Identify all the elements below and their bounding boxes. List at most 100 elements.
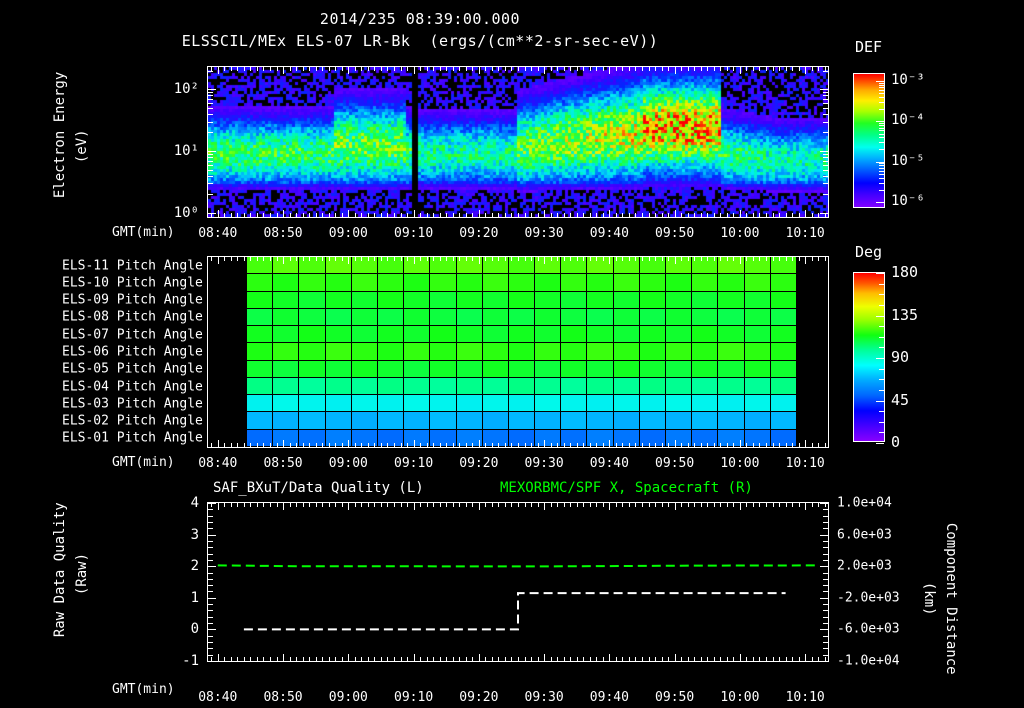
axis-tick [230, 257, 232, 261]
pitch-angle-cell [456, 343, 483, 361]
electron-energy-axis-unit: (eV) [58, 129, 90, 180]
pitch-angle-row-label: ELS-02 Pitch Angle [62, 413, 203, 429]
x-tick-label: 09:40 [589, 690, 629, 705]
colorbar-tick [879, 177, 884, 179]
pitch-angle-grid [247, 257, 797, 447]
colorbar-tick-label: 10⁻⁶ [891, 192, 925, 209]
pitch-angle-cell [718, 308, 745, 327]
pitch-angle-cell [561, 377, 588, 396]
pitch-angle-cell [404, 343, 431, 361]
colorbar-tick [879, 421, 884, 423]
pitch-angle-cell [508, 274, 536, 292]
pitch-angle-cell [377, 395, 405, 413]
colorbar-tick [879, 97, 884, 99]
x-tick-label: 10:10 [785, 690, 825, 705]
pitch-angle-cell [535, 412, 562, 430]
pitch-angle-cell [508, 360, 536, 378]
pitch-angle-cell [456, 429, 483, 447]
y-tick-label-right: -6.0e+03 [837, 621, 900, 637]
pitch-angle-cell [325, 377, 352, 396]
pitch-angle-cell [404, 291, 431, 309]
axis-tick [224, 443, 226, 447]
pitch-angle-cell [508, 412, 536, 430]
data-quality-traces [217, 564, 819, 631]
pitch-angle-cell [639, 326, 667, 344]
pitch-angle-cell [639, 308, 667, 327]
axis-tick [818, 257, 820, 261]
pitch-angle-cell [456, 274, 483, 292]
colorbar-tick [879, 189, 884, 191]
pitch-angle-cell [718, 360, 745, 378]
pitch-angle-cell [351, 257, 378, 275]
pitch-angle-cell [613, 274, 640, 292]
pitch-angle-cell [482, 412, 509, 430]
pitch-angle-cell [299, 377, 326, 396]
pitch-angle-cell [456, 412, 483, 430]
pitch-angle-cell [666, 257, 693, 275]
pitch-angle-cell [561, 395, 588, 413]
pitch-angle-cell [508, 308, 536, 327]
colorbar-tick [879, 149, 884, 151]
pitch-angle-cell [770, 429, 797, 447]
pitch-angle-cell [351, 429, 378, 447]
colorbar-tick [879, 326, 884, 328]
pitch-angle-cell [430, 343, 457, 361]
pitch-angle-cell [770, 395, 797, 413]
pitch-angle-cell [666, 429, 693, 447]
pitch-angle-cell [613, 308, 640, 327]
x-tick-label: 09:40 [589, 226, 629, 241]
pitch-angle-cell [482, 274, 509, 292]
pitch-angle-cell [535, 429, 562, 447]
pitch-angle-cell [430, 412, 457, 430]
pitch-angle-cell [299, 274, 326, 292]
pitch-angle-cell [666, 343, 693, 361]
pitch-angle-cell [744, 377, 771, 396]
colorbar-tick [879, 173, 884, 175]
pitch-angle-cell [299, 429, 326, 447]
axis-tick [237, 257, 239, 261]
pitch-angle-cell [273, 308, 300, 327]
y-tick-label: 10⁰ [173, 204, 199, 221]
pitch-angle-cell [273, 291, 300, 309]
pitch-angle-cell [718, 326, 745, 344]
pitch-angle-cell [770, 308, 797, 327]
x-tick-label: 09:20 [459, 690, 499, 705]
pitch-angle-row-label: ELS-05 Pitch Angle [62, 361, 203, 377]
axis-tick [820, 661, 828, 662]
colorbar-tick-label: 135 [891, 305, 919, 324]
colorbar-tick [879, 93, 884, 95]
pitch-angle-row-label: ELS-03 Pitch Angle [62, 396, 203, 412]
pitch-angle-cell [456, 257, 483, 275]
axis-tick [824, 257, 826, 261]
pitch-angle-cell [770, 412, 797, 430]
pitch-angle-cell [692, 412, 719, 430]
x-tick-label: 08:50 [263, 690, 303, 705]
x-tick-label: 09:40 [589, 456, 629, 471]
pitch-angle-cell [535, 377, 562, 396]
colorbar-tick [879, 90, 884, 92]
colorbar-tick [879, 432, 884, 434]
pitch-angle-cell [639, 343, 667, 361]
pitch-angle-cell [404, 308, 431, 327]
electron-energy-unit-text: (eV) [74, 129, 90, 164]
y-tick-label-left: 4 [190, 495, 199, 511]
pitch-angle-cell [718, 257, 745, 275]
pitch-angle-cell [770, 343, 797, 361]
pitch-angle-cell [587, 429, 614, 447]
pitch-angle-cell [770, 360, 797, 378]
pitch-angle-cell [508, 343, 536, 361]
colorbar-tick [879, 142, 884, 144]
pitch-angle-cell [351, 395, 378, 413]
axis-tick [818, 443, 820, 447]
pitch-angle-row-label: ELS-06 Pitch Angle [62, 344, 203, 360]
component-distance-axis-unit: (km) [921, 565, 953, 616]
pitch-angle-cell [692, 274, 719, 292]
pitch-angle-cell [404, 395, 431, 413]
pitch-angle-cell [508, 291, 536, 309]
pitch-angle-cell [535, 274, 562, 292]
pitch-angle-cell [770, 274, 797, 292]
colorbar-tick [879, 133, 884, 135]
axis-tick [211, 443, 213, 447]
axis-tick [224, 257, 226, 261]
pitch-angle-cell [639, 412, 667, 430]
